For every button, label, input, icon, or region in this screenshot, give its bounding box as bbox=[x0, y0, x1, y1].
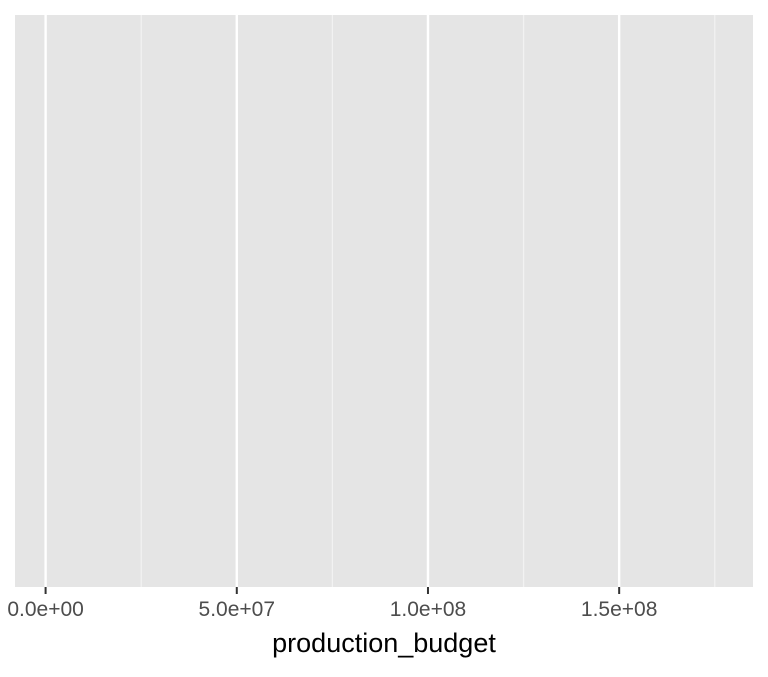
minor-gridlines bbox=[140, 15, 716, 587]
x-tick-label-3: 1.5e+08 bbox=[581, 598, 658, 621]
plot-panel bbox=[15, 15, 753, 587]
x-axis-tick-labels: 0.0e+00 5.0e+07 1.0e+08 1.5e+08 bbox=[7, 598, 657, 621]
major-gridlines bbox=[44, 15, 621, 587]
x-tick-label-1: 5.0e+07 bbox=[199, 598, 276, 621]
x-axis-ticks bbox=[44, 587, 621, 594]
x-tick-label-0: 0.0e+00 bbox=[7, 598, 84, 621]
x-tick-label-2: 1.0e+08 bbox=[390, 598, 467, 621]
x-axis-title: production_budget bbox=[272, 628, 496, 658]
